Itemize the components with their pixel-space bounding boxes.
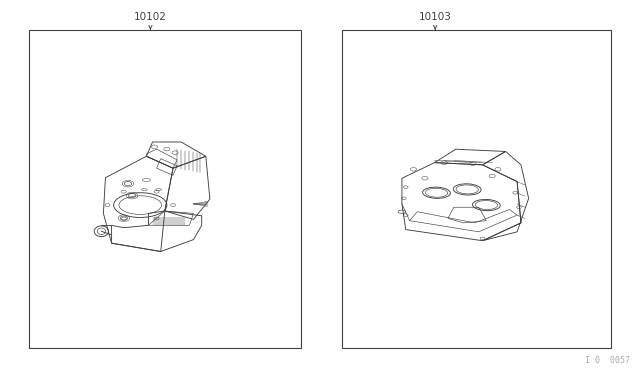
- Bar: [29, 30, 301, 348]
- Text: 10102: 10102: [134, 12, 167, 22]
- Text: I 0  0057: I 0 0057: [586, 356, 630, 365]
- Bar: [342, 30, 611, 348]
- Text: 10103: 10103: [419, 12, 452, 22]
